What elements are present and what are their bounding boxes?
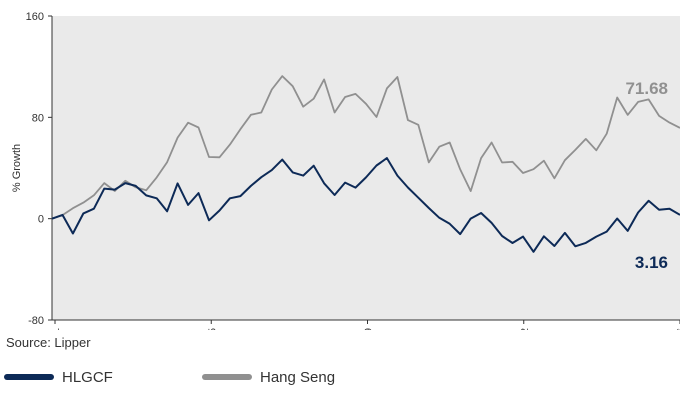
x-tick-label: Jan 19 <box>364 328 375 330</box>
y-tick-label: -80 <box>28 315 44 327</box>
x-tick-label: Sep 22 <box>520 328 531 330</box>
legend: HLGCF Hang Seng <box>4 366 680 388</box>
x-tick-label: May 15 <box>207 328 218 330</box>
legend-swatch-hang-seng <box>202 374 252 380</box>
series-line-hang-seng <box>51 75 680 220</box>
y-tick-label: 0 <box>38 214 44 226</box>
line-chart: -80 0 80 160 Sep 11 May 15 Jan 19 Sep 22 Apr 26… <box>11 11 680 330</box>
legend-label-hang-seng: Hang Seng <box>260 368 336 386</box>
y-tick-label: 160 <box>26 11 44 23</box>
end-label-hang-seng: 71.68 <box>625 79 668 98</box>
series-line-hlgcf <box>51 157 680 253</box>
end-label-hlgcf: 3.16 <box>635 253 668 272</box>
legend-item-hang-seng: Hang Seng <box>202 366 335 388</box>
legend-item-hlgcf: HLGCF <box>4 366 113 388</box>
y-axis-label: % Growth <box>11 144 23 192</box>
legend-swatch-hlgcf <box>4 374 54 380</box>
x-tick-label: Apr 26 <box>676 328 680 330</box>
x-tick-label: Sep 11 <box>51 328 62 330</box>
source-note: Source: Lipper <box>6 335 91 350</box>
y-tick-label: 80 <box>32 112 44 124</box>
plot-area <box>52 16 680 320</box>
legend-label-hlgcf: HLGCF <box>62 368 113 386</box>
